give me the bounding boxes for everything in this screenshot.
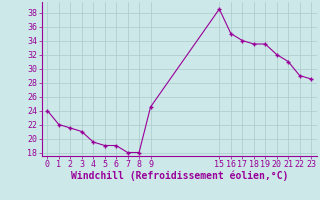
X-axis label: Windchill (Refroidissement éolien,°C): Windchill (Refroidissement éolien,°C) <box>70 171 288 181</box>
